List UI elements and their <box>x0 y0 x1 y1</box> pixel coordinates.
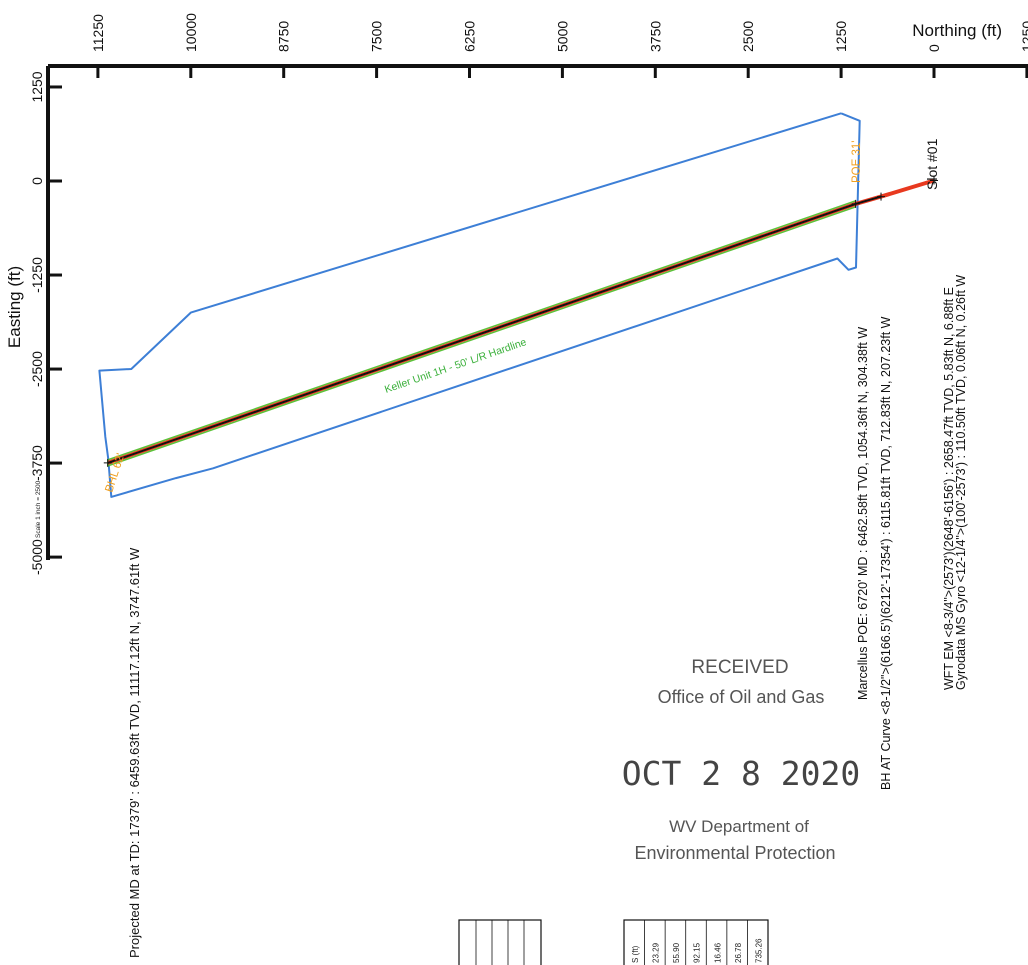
table-cell: 23.29 <box>652 942 661 963</box>
stamp-received: RECEIVED <box>691 657 788 678</box>
x-tick-label: 1250 <box>833 21 849 52</box>
stamp-date: OCT 2 8 2020 <box>622 754 860 793</box>
stamp-wv-department: WV Department of <box>669 817 809 836</box>
annotation-marcellus-poe: Marcellus POE: 6720' MD : 6462.58ft TVD,… <box>856 327 870 700</box>
y-axis-label: Easting (ft) <box>5 266 24 348</box>
stamp-environmental-protection: Environmental Protection <box>634 843 835 863</box>
scale-label: Scale 1 inch = 2500 <box>35 480 42 538</box>
axes-group: Northing (ft) Easting (ft) Scale 1 inch … <box>5 21 1028 560</box>
table-cell: 735.26 <box>754 938 763 963</box>
y-tick-label: -1250 <box>29 257 45 293</box>
survey-point-marker <box>877 192 886 201</box>
annotations: Slot #01 WFT EM <8-3/4">(2573')(2648'-61… <box>103 138 968 958</box>
x-tick-label: 1250 <box>1019 21 1028 52</box>
annotation-bh-at-curve: BH AT Curve <8-1/2">(6166.5')(6212'-1735… <box>879 316 893 790</box>
table-cell: 16.46 <box>713 942 722 963</box>
right-table-cells: S (ft) 23.29 55.90 92.15 16.46 26.78 735.26 <box>631 920 763 965</box>
annotation-bhl: BHL 62' <box>103 452 127 494</box>
table-cell: 55.90 <box>672 942 681 963</box>
y-tick-label: -5000 <box>29 539 45 575</box>
survey-point-marker <box>930 176 938 185</box>
annotation-slot: Slot #01 <box>924 138 940 190</box>
annotation-gyrodata: Gyrodata MS Gyro <12-1/4">(100'-2573') :… <box>954 275 968 690</box>
survey-point-marker <box>851 199 860 208</box>
series-lease-boundary <box>98 112 861 498</box>
x-tick-label: 11250 <box>90 14 106 52</box>
y-tick-label: 0 <box>29 177 45 185</box>
y-tick-label: 1250 <box>29 71 45 102</box>
survey-point-marker <box>103 458 112 467</box>
stamp-office: Office of Oil and Gas <box>658 687 825 707</box>
x-tick-label: 2500 <box>740 21 756 52</box>
x-tick-label: 7500 <box>369 21 385 52</box>
x-tick-label: 8750 <box>276 21 292 52</box>
x-tick-label: 0 <box>926 44 942 52</box>
x-ticks: 11250 10000 8750 7500 6250 5000 3750 2500 1250 0 1… <box>90 13 1028 78</box>
x-tick-label: 5000 <box>554 21 570 52</box>
left-table-box <box>458 919 542 965</box>
y-tick-label: -3750 <box>29 445 45 481</box>
x-tick-label: 3750 <box>647 21 663 52</box>
y-tick-label: -2500 <box>29 351 45 387</box>
right-table-box <box>623 919 769 965</box>
series-layer <box>98 112 938 498</box>
table-fragments: S (ft) 23.29 55.90 92.15 16.46 26.78 735.26 <box>458 919 769 965</box>
x-tick-label: 6250 <box>462 21 478 52</box>
annotation-projected-md: Projected MD at TD: 17379' : 6459.63ft T… <box>127 547 142 958</box>
x-axis-label: Northing (ft) <box>912 21 1002 40</box>
y-ticks: 1250 0 -1250 -2500 -3750 -5000 <box>29 71 62 575</box>
received-stamp: RECEIVED Office of Oil and Gas OCT 2 8 2… <box>622 657 860 863</box>
table-cell: 26.78 <box>734 942 743 963</box>
annotation-poe: POE 31' <box>851 141 863 183</box>
table-cell: 92.15 <box>693 942 702 963</box>
x-tick-label: 10000 <box>183 13 199 52</box>
annotation-wft-em: WFT EM <8-3/4">(2573')(2648'-6156') : 26… <box>942 287 956 690</box>
table-cell: S (ft) <box>631 945 640 963</box>
